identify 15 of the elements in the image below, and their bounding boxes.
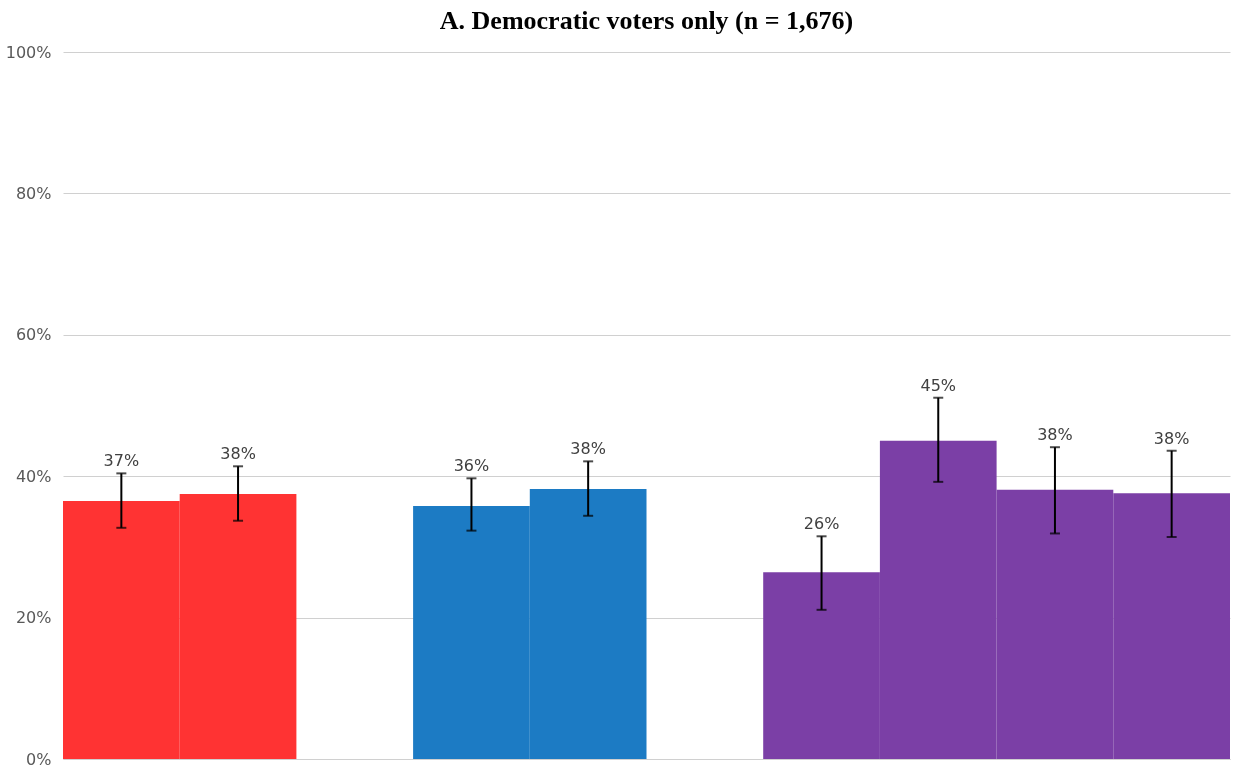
y-tick-label: 100%	[5, 42, 52, 62]
data-label: 38%	[1037, 425, 1073, 445]
data-label: 45%	[920, 375, 957, 395]
y-tick-label: 80%	[15, 183, 52, 203]
y-tick-label: 0%	[26, 749, 52, 769]
data-label: 37%	[103, 451, 140, 471]
y-tick-label: 20%	[15, 608, 52, 628]
y-tick-label: 40%	[15, 466, 52, 486]
y-tick-label: 60%	[15, 325, 52, 345]
data-label: 38%	[570, 439, 606, 459]
data-label: 36%	[453, 456, 490, 476]
chart-title: A. Democratic voters only (n = 1,676)	[439, 6, 854, 35]
data-label: 38%	[220, 444, 256, 464]
data-label: 26%	[803, 514, 840, 534]
data-label: 38%	[1153, 428, 1190, 448]
